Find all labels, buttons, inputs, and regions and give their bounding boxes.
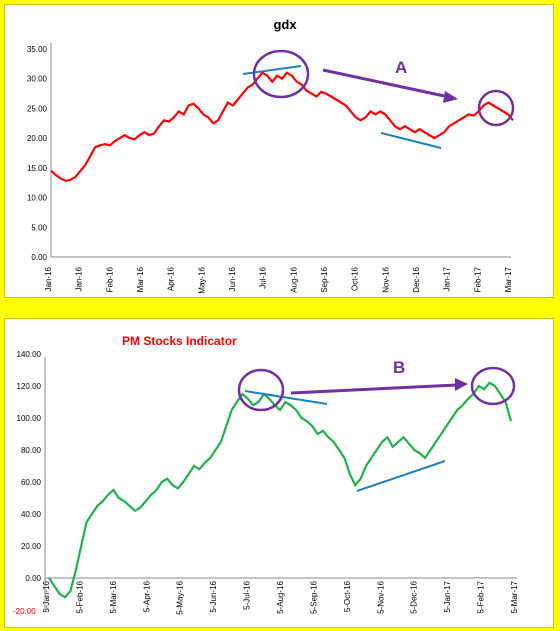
pm-y-tick: 20.00 [21, 542, 42, 551]
pm-left-circle [237, 368, 285, 412]
gdx-y-tick: 5.00 [31, 223, 47, 232]
pm-x-tick: 5-Mar-17 [510, 580, 519, 613]
pm-x-tick: 5-Nov-16 [376, 580, 385, 613]
pm-x-tick: 5-Jul-16 [243, 580, 252, 609]
pm-x-tick: 5-Feb-17 [477, 580, 486, 613]
pm-x-tick: 5-Mar-16 [109, 580, 118, 613]
gdx-x-tick: Jul-16 [259, 266, 268, 288]
gdx-annotation-label: A [395, 58, 407, 77]
gdx-x-tick: Jun-16 [228, 266, 237, 291]
gdx-y-tick: 0.00 [31, 253, 47, 262]
gdx-arrow-line [322, 68, 450, 99]
gdx-x-tick: Feb-17 [473, 266, 482, 292]
gdx-x-tick: Jan-17 [443, 266, 452, 291]
gdx-x-tick: Oct-16 [351, 266, 360, 291]
pm-chart-title: PM Stocks Indicator [122, 334, 237, 348]
gdx-x-tick: Apr-16 [167, 266, 176, 291]
gdx-y-tick: 15.00 [27, 164, 48, 173]
gdx-y-tick: 30.00 [27, 75, 48, 84]
pm-x-tick: 5-Dec-16 [410, 580, 419, 613]
pm-x-tick: 5-Jan-16 [42, 580, 51, 612]
gdx-x-tick: Jan-16 [44, 266, 53, 291]
gdx-right-circle [477, 89, 515, 127]
gdx-x-tick: Jan-16 [75, 266, 84, 291]
pm-x-tick: 5-Aug-16 [276, 580, 285, 613]
pm-x-tick: 5-Feb-16 [75, 580, 84, 613]
pm-x-tick: 5-Sep-16 [309, 580, 318, 613]
gdx-x-tick: May-16 [197, 266, 206, 293]
pm-y-tick: 60.00 [21, 478, 42, 487]
pm-top-trendline [244, 390, 328, 405]
gdx-x-tick: Nov-16 [381, 266, 390, 292]
pm-y-tick: 0.00 [25, 574, 41, 583]
gdx-arrow-head [443, 91, 458, 103]
pm-y-tick: 80.00 [21, 446, 42, 455]
pm-bottom-trendline [356, 460, 446, 492]
gdx-x-tick: Mar-16 [136, 266, 145, 292]
pm-x-tick: 5-Jan-17 [443, 580, 452, 612]
gdx-top-trendline [242, 65, 302, 75]
gdx-chart-panel: gdx 35.00 30.00 25.00 20.00 15.00 10.00 5.00 0.… [4, 4, 554, 298]
pm-right-circle [470, 366, 516, 406]
gdx-x-tick: Sep-16 [320, 266, 329, 292]
gdx-bottom-trendline [380, 132, 442, 149]
pm-x-tick: 5-Jun-16 [209, 580, 218, 612]
pm-arrow-line [290, 383, 458, 395]
gdx-chart: gdx 35.00 30.00 25.00 20.00 15.00 10.00 5.00 0.… [27, 17, 515, 294]
pm-arrow-head [455, 378, 468, 391]
pm-x-tick: 5-May-16 [176, 580, 185, 614]
pm-y-tick: 40.00 [21, 510, 42, 519]
pm-negative-tick: -20.00 [13, 607, 36, 616]
pm-y-tick: 140.00 [17, 350, 42, 359]
gdx-x-tick: Feb-16 [105, 266, 114, 292]
gdx-x-tick: Aug-16 [289, 266, 298, 292]
gdx-series-line [50, 71, 514, 183]
pm-y-tick: 120.00 [17, 382, 42, 391]
gdx-x-tick: Dec-16 [412, 266, 421, 292]
gdx-y-tick: 10.00 [27, 194, 48, 203]
gdx-chart-title: gdx [273, 17, 297, 32]
gdx-left-circle [252, 49, 310, 99]
pm-annotation-label: B [393, 358, 405, 377]
pm-chart: PM Stocks Indicator 140.00 120.00 100.00 80… [13, 334, 519, 616]
pm-series-line [48, 381, 513, 599]
pm-chart-panel: PM Stocks Indicator 140.00 120.00 100.00 80… [4, 318, 554, 628]
pm-y-tick: 100.00 [17, 414, 42, 423]
gdx-x-tick: Mar-17 [504, 266, 513, 292]
gdx-y-tick: 35.00 [27, 45, 48, 54]
gdx-y-tick: 20.00 [27, 134, 48, 143]
pm-x-tick: 5-Apr-16 [142, 580, 151, 612]
gdx-y-tick: 25.00 [27, 104, 48, 113]
pm-x-tick: 5-Oct-16 [343, 580, 352, 612]
